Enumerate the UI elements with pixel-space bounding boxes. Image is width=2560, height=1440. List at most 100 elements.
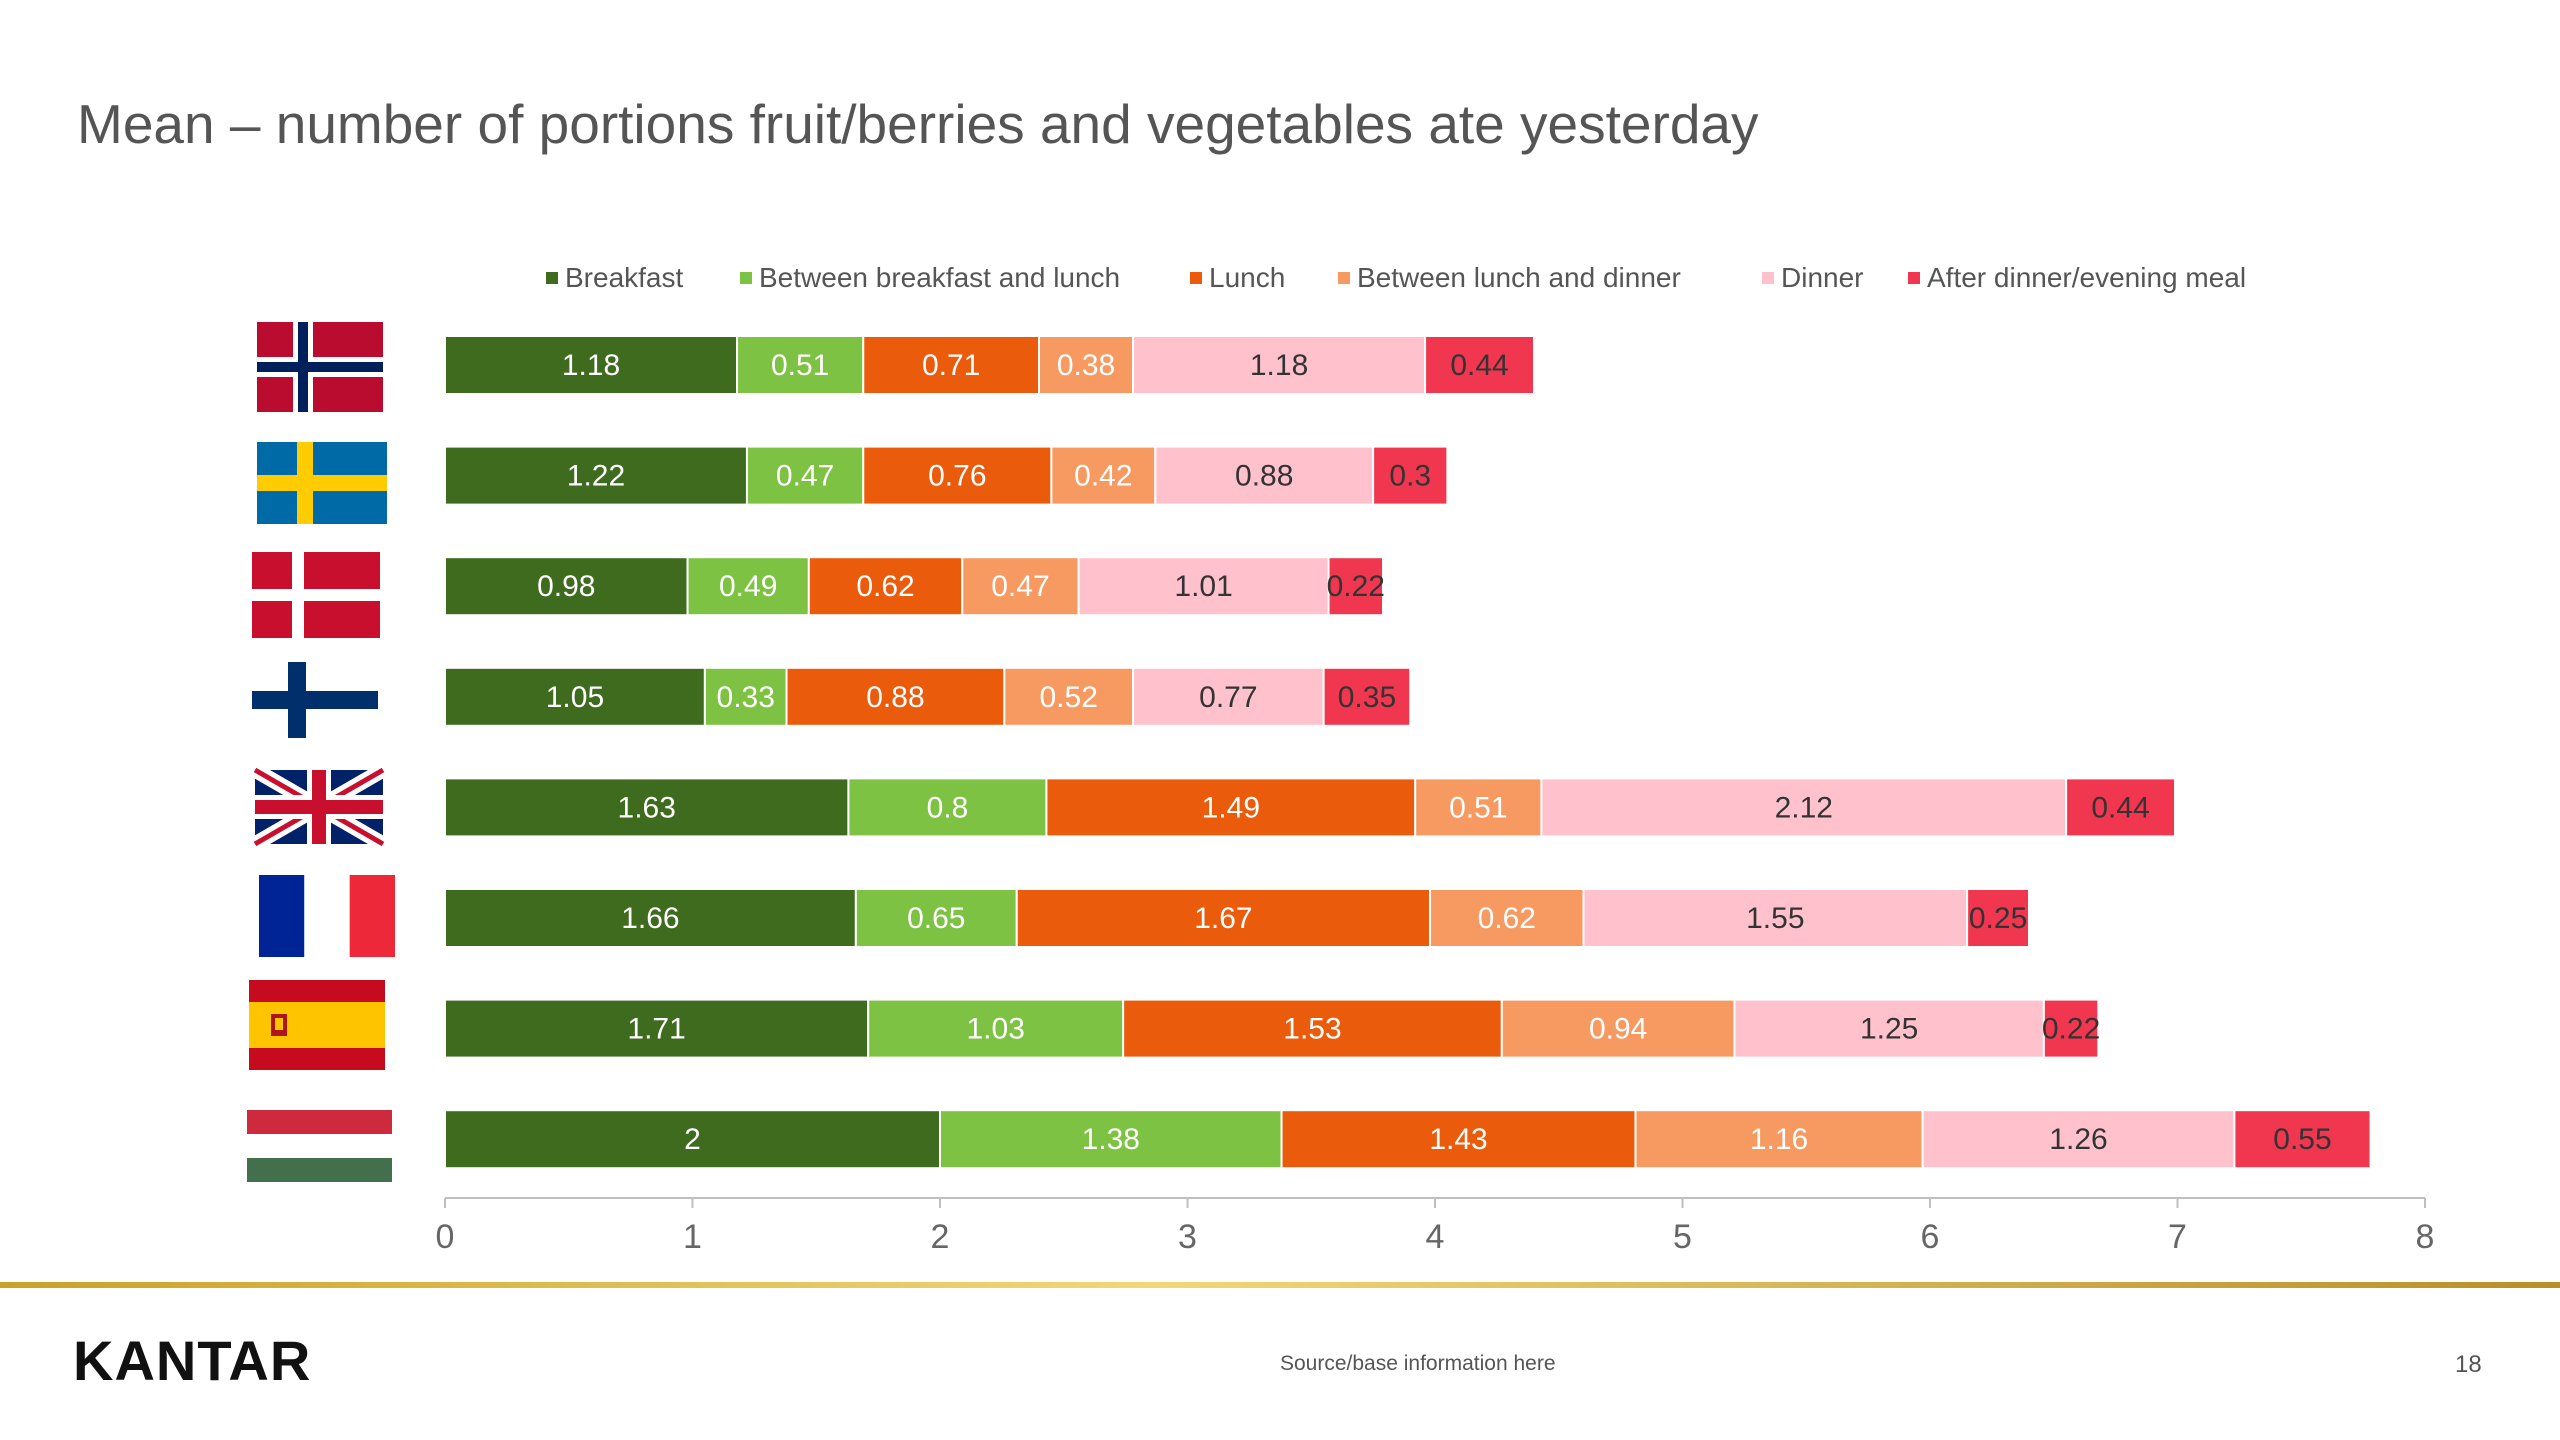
data-label: 0.44 (2091, 791, 2149, 824)
x-tick-label: 3 (1178, 1218, 1197, 1256)
bar-dinner (1921, 1109, 2236, 1170)
data-label: 0.22 (1327, 570, 1385, 603)
legend-swatch (1190, 272, 1202, 284)
bar-between-breakfast-and-lunch (745, 445, 865, 506)
legend-item-after-dinner-evening-meal: After dinner/evening meal (1908, 262, 2246, 293)
data-label: 2 (684, 1123, 701, 1156)
bar-between-breakfast-and-lunch (939, 1109, 1283, 1170)
data-label: 1.18 (1250, 349, 1308, 382)
data-label: 1.53 (1283, 1013, 1341, 1046)
bar-breakfast (444, 445, 748, 506)
legend-item-between-breakfast-and-lunch: Between breakfast and lunch (740, 262, 1120, 293)
bar-lunch (862, 335, 1041, 395)
data-label: 0.51 (771, 349, 829, 382)
data-label: 0.94 (1589, 1013, 1647, 1046)
bar-lunch (862, 445, 1053, 506)
bar-row-united-kingdom: 1.63 0.8 1.49 0.51 2.12 0.44 (444, 777, 2177, 838)
data-label: 0.38 (1057, 349, 1115, 382)
data-label: 0.88 (1235, 460, 1293, 493)
bar-dinner (1733, 998, 2045, 1059)
data-label: 0.47 (776, 460, 834, 493)
legend-label: Between breakfast and lunch (759, 262, 1120, 293)
bar-between-breakfast-and-lunch (867, 998, 1125, 1059)
bar-between-breakfast-and-lunch (854, 888, 1018, 948)
data-label: 0.33 (717, 681, 775, 714)
bar-breakfast (444, 666, 706, 727)
bar-row-sweden: 1.22 0.47 0.76 0.42 0.88 0.3 (444, 445, 1449, 506)
data-label: 1.18 (562, 349, 620, 382)
bar-between-lunch-and-dinner (1414, 777, 1543, 838)
bar-between-lunch-and-dinner (1429, 888, 1585, 948)
denmark-flag-icon (252, 552, 380, 638)
sweden-flag-icon (257, 442, 387, 524)
uk-flag-icon (251, 763, 387, 851)
data-label: 0.47 (991, 570, 1049, 603)
legend-label: Lunch (1209, 262, 1285, 293)
bar-breakfast (444, 335, 739, 395)
bar-after-dinner-evening-meal (1327, 556, 1385, 617)
legend-swatch (1908, 272, 1920, 284)
chart-legend: Breakfast Between breakfast and lunch Lunc… (546, 262, 2246, 293)
data-label: 0.42 (1074, 460, 1132, 493)
bar-between-breakfast-and-lunch (847, 777, 1048, 838)
bar-breakfast (444, 998, 870, 1059)
data-label: 0.98 (537, 570, 595, 603)
bar-after-dinner-evening-meal (2065, 777, 2177, 838)
data-label: 0.44 (1450, 349, 1508, 382)
bar-dinner (1540, 777, 2068, 838)
bar-between-lunch-and-dinner (1634, 1109, 1924, 1170)
country-flags (247, 322, 395, 1182)
bar-row-denmark: 0.98 0.49 0.62 0.47 1.01 0.22 (444, 556, 1385, 617)
data-label: 1.25 (1860, 1013, 1918, 1046)
bar-after-dinner-evening-meal (1424, 335, 1535, 395)
legend-item-lunch: Lunch (1190, 262, 1285, 293)
x-tick-label: 5 (1673, 1218, 1692, 1256)
bar-row-spain: 1.71 1.03 1.53 0.94 1.25 0.22 (444, 998, 2100, 1059)
data-label: 0.62 (856, 570, 914, 603)
bar-between-lunch-and-dinner (1003, 666, 1135, 727)
bar-breakfast (444, 556, 689, 617)
bar-lunch (1045, 777, 1417, 838)
data-label: 0.65 (907, 902, 965, 935)
data-label: 0.76 (928, 460, 986, 493)
data-label: 1.01 (1174, 570, 1232, 603)
x-axis: 0 1 2 3 4 5 6 7 8 (436, 1197, 2434, 1256)
bar-after-dinner-evening-meal (1966, 888, 2030, 948)
hungary-flag-icon (247, 1110, 392, 1182)
data-label: 1.38 (1082, 1123, 1140, 1156)
bar-breakfast (444, 888, 857, 948)
bar-breakfast (444, 777, 850, 838)
bar-after-dinner-evening-meal (2233, 1109, 2372, 1170)
source-note: Source/base information here (1280, 1352, 1556, 1375)
bar-groups: 1.18 0.51 0.71 0.38 1.18 0.44 1.22 0.47 0.76 0.42… (444, 335, 2372, 1170)
legend-label: Breakfast (565, 262, 683, 293)
bar-after-dinner-evening-meal (1322, 666, 1412, 727)
bar-lunch (1015, 888, 1432, 948)
bar-dinner (1132, 335, 1427, 395)
data-label: 1.67 (1194, 902, 1252, 935)
data-label: 1.03 (966, 1013, 1024, 1046)
chart-title: Mean – number of portions fruit/berries … (77, 93, 1759, 155)
legend-label: Between lunch and dinner (1357, 262, 1681, 293)
legend-swatch (546, 272, 558, 284)
data-label: 0.22 (2042, 1013, 2100, 1046)
data-label: 0.49 (719, 570, 777, 603)
data-label: 0.71 (922, 349, 980, 382)
data-label: 1.43 (1429, 1123, 1487, 1156)
bar-between-lunch-and-dinner (961, 556, 1080, 617)
data-label: 0.52 (1040, 681, 1098, 714)
spain-flag-icon (249, 980, 385, 1070)
data-label: 1.22 (567, 460, 625, 493)
data-label: 2.12 (1775, 791, 1833, 824)
legend-swatch (1762, 272, 1774, 284)
data-label: 1.66 (621, 902, 679, 935)
bar-after-dinner-evening-meal (2042, 998, 2100, 1059)
stacked-bar-chart: Breakfast Between breakfast and lunch Lunc… (247, 262, 2434, 1256)
legend-swatch (1338, 272, 1350, 284)
bar-dinner (1154, 445, 1375, 506)
bar-between-lunch-and-dinner (1500, 998, 1736, 1059)
data-label: 0.77 (1199, 681, 1257, 714)
data-label: 0.35 (1338, 681, 1396, 714)
data-label: 1.55 (1746, 902, 1804, 935)
bar-lunch (1280, 1109, 1637, 1170)
